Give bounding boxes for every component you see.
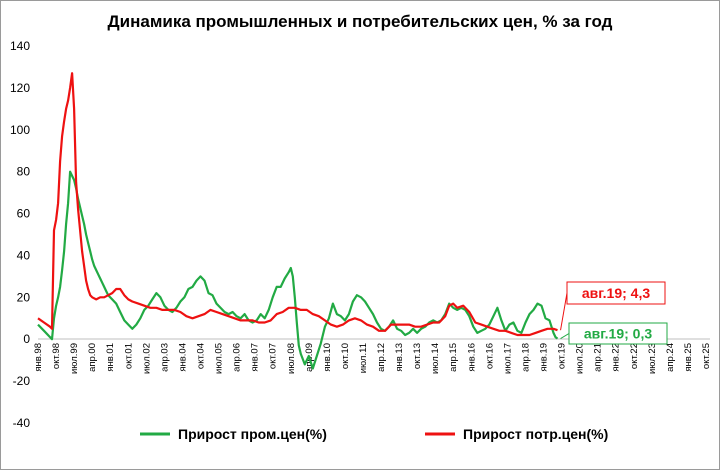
callout-label: авг.19; 0,3 [584,326,653,342]
series-line-1 [37,170,559,370]
x-tick-label: янв.19 [539,343,550,372]
x-tick-label: апр.21 [593,343,604,372]
y-tick-label: -20 [13,374,31,388]
x-tick-label: июл.08 [286,343,297,374]
x-tick-label: окт.22 [629,343,640,369]
x-tick-label: июл.99 [69,343,80,374]
y-tick-label: 100 [10,123,30,137]
callout-leader [560,292,568,331]
x-tick-label: окт.13 [412,343,423,369]
y-tick-label: 0 [23,332,30,346]
x-tick-label: окт.25 [701,343,712,369]
series-lines [37,72,559,370]
x-tick-label: янв.25 [683,343,694,372]
x-tick-label: янв.01 [105,343,116,372]
x-tick-label: янв.07 [250,343,261,372]
y-tick-label: 120 [10,81,30,95]
x-axis: янв.98 окт.98 июл.99 апр.00 янв.01 окт.01 июл.… [33,343,712,374]
x-tick-label: апр.18 [520,343,531,372]
callout-box [568,322,668,345]
x-tick-label: окт.19 [557,343,568,369]
x-tick-label: окт.01 [123,343,134,369]
x-tick-label: янв.10 [322,343,333,372]
x-tick-label: июл.23 [647,343,658,374]
x-tick-label: апр.06 [232,343,243,372]
x-tick-label: апр.12 [376,343,387,372]
x-tick-label: окт.98 [51,343,62,369]
x-tick-label: янв.13 [394,343,405,372]
y-tick-label: 40 [17,248,31,262]
x-tick-label: июл.17 [502,343,513,374]
y-tick-label: 60 [17,207,31,221]
x-tick-label: янв.22 [611,343,622,372]
x-tick-label: окт.04 [195,343,206,369]
legend-label: Прирост потр.цен(%) [463,426,608,442]
y-tick-label: 20 [17,290,31,304]
x-tick-label: июл.02 [141,343,152,374]
chart-title: Динамика промышленных и потребительских … [108,12,613,31]
x-tick-label: апр.03 [159,343,170,372]
callout-label: авг.19; 4,3 [582,285,651,301]
x-tick-label: окт.07 [268,343,279,369]
legend: Прирост пром.цен(%) Прирост потр.цен(%) [140,426,608,442]
x-tick-label: апр.24 [665,343,676,372]
x-tick-label: июл.20 [575,343,586,374]
series-line-2 [37,72,558,337]
x-tick-label: окт.16 [484,343,495,369]
y-tick-label: 80 [17,165,31,179]
y-axis: 140 120 100 80 60 40 20 0 -20 -40 [10,39,30,430]
x-tick-label: янв.98 [33,343,44,372]
x-tick-label: апр.00 [87,343,98,372]
callout-box [566,281,666,305]
x-tick-label: янв.16 [466,343,477,372]
callouts: авг.19; 4,3 авг.19; 0,3 [560,281,668,345]
x-tick-label: июл.11 [358,343,369,373]
y-tick-label: -40 [13,416,31,430]
x-tick-label: июл.05 [214,343,225,374]
y-tick-label: 140 [10,39,30,53]
x-tick-label: окт.10 [340,343,351,369]
x-tick-label: янв.04 [177,343,188,372]
x-tick-label: апр.15 [448,343,459,372]
x-tick-label: июл.14 [430,343,441,374]
legend-label: Прирост пром.цен(%) [178,426,327,442]
callout-leader [560,333,570,340]
